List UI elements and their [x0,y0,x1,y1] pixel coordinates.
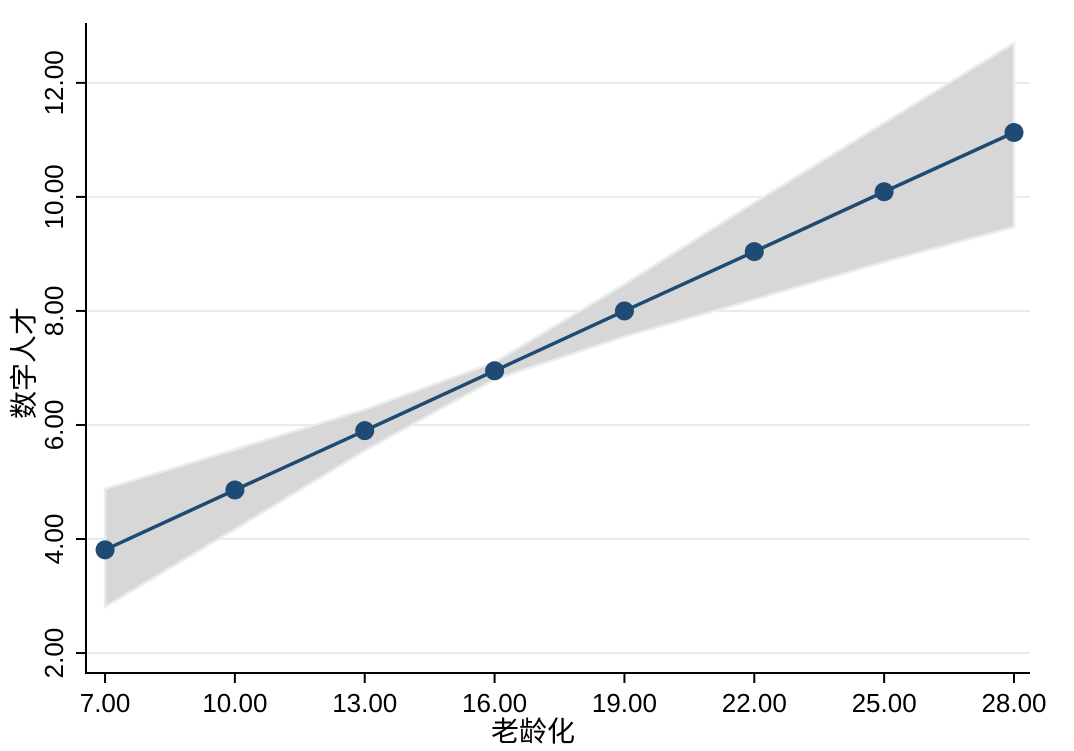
axes-layer [76,23,1030,683]
y-tick-label: 10.00 [39,164,69,229]
x-tick-label: 16.00 [462,688,527,718]
x-tick-label: 13.00 [332,688,397,718]
y-tick-label: 6.00 [39,400,69,451]
y-axis-title: 数字人才 [9,307,40,419]
x-tick-label: 28.00 [981,688,1046,718]
data-point-marker [95,540,115,560]
data-point-marker [744,242,764,262]
data-point-marker [874,182,894,202]
data-point-marker [1004,122,1024,142]
series-layer [95,122,1024,560]
confidence-band [103,40,1016,610]
gridline-layer [87,81,1030,655]
x-tick-label: 10.00 [202,688,267,718]
y-tick-label: 2.00 [39,628,69,679]
y-tick-label: 4.00 [39,514,69,565]
y-tick-label: 12.00 [39,50,69,115]
x-tick-label: 22.00 [722,688,787,718]
x-axis-title: 老龄化 [491,716,575,747]
data-point-marker [225,480,245,500]
x-tick-label: 25.00 [852,688,917,718]
x-tick-label: 7.00 [80,688,131,718]
confidence-band-layer [103,40,1016,610]
y-tick-label: 8.00 [39,286,69,337]
data-point-marker [614,301,634,321]
x-tick-label: 19.00 [592,688,657,718]
data-point-marker [355,421,375,441]
data-point-marker [485,361,505,381]
tick-label-layer: 7.00 10.00 13.00 16.00 19.00 22.00 25.00 28.00 2… [39,50,1047,718]
fitted-line [104,130,1015,552]
